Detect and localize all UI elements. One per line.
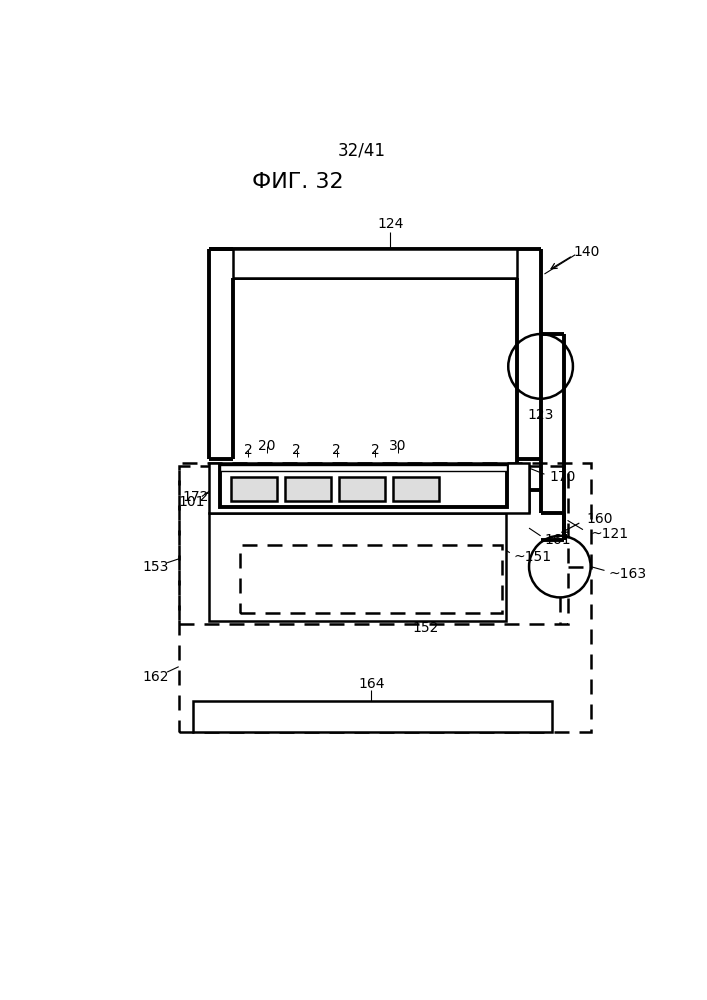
Text: ~163: ~163 [608,567,646,581]
Text: 123: 123 [527,408,554,422]
Text: 164: 164 [358,677,385,691]
Text: 140: 140 [573,245,600,259]
Bar [192,701,552,732]
Text: 172: 172 [182,490,209,504]
Text: 124: 124 [378,217,404,231]
Bar [209,513,506,620]
Text: ~121: ~121 [590,527,629,541]
Bar [231,477,277,501]
Text: 161: 161 [544,533,571,547]
Text: 153: 153 [143,560,169,574]
Text: 122: 122 [462,503,489,517]
Text: 160: 160 [587,512,613,526]
Bar [209,463,529,513]
Text: ФИГ. 32: ФИГ. 32 [252,172,344,192]
Bar [179,466,568,624]
Bar [219,465,508,507]
Text: 2: 2 [292,443,301,457]
Text: ~151: ~151 [514,550,551,564]
Text: 101: 101 [179,495,205,509]
Bar [219,465,508,471]
Text: 2: 2 [370,443,380,457]
Text: 2: 2 [332,443,341,457]
Text: 20: 20 [259,439,276,453]
Text: 170: 170 [549,470,575,484]
Text: 162: 162 [143,670,169,684]
Bar [233,249,518,278]
Text: 2: 2 [244,443,252,457]
Bar [179,463,590,732]
Bar [285,477,331,501]
Bar [339,477,385,501]
Text: 30: 30 [390,439,407,453]
Bar [240,545,502,613]
Bar [393,477,439,501]
Text: 152: 152 [412,621,438,635]
Text: 32/41: 32/41 [338,142,386,160]
